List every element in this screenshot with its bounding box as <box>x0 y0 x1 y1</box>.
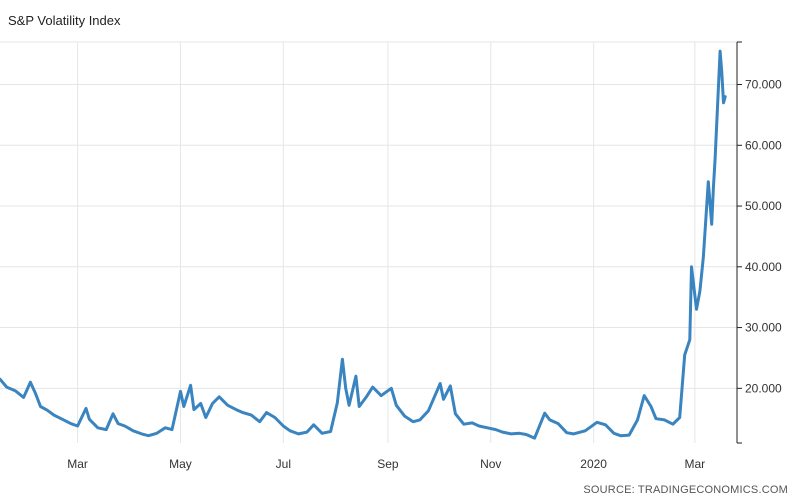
x-tick-label: Mar <box>685 457 706 471</box>
y-tick-label: 50.000 <box>745 199 782 213</box>
chart-title: S&P Volatility Index <box>8 13 121 28</box>
x-tick-label: 2020 <box>580 457 607 471</box>
x-tick-label: May <box>169 457 192 471</box>
grid-layer <box>0 41 737 443</box>
series-layer <box>0 49 727 440</box>
x-tick-label: Mar <box>67 457 88 471</box>
source-credit: SOURCE: TRADINGECONOMICS.COM <box>583 484 788 496</box>
y-tick-label: 60.000 <box>745 138 782 152</box>
y-tick-label: 70.000 <box>745 78 782 92</box>
x-tick-label: Sep <box>377 457 399 471</box>
y-tick-label: 40.000 <box>745 260 782 274</box>
x-tick-label: Nov <box>480 457 501 471</box>
axis-layer: 20.000 30.000 40.000 50.000 60.000 70.000 Mar M… <box>67 41 782 471</box>
series-line <box>0 49 727 440</box>
y-tick-label: 20.000 <box>745 381 782 395</box>
x-tick-label: Jul <box>276 457 291 471</box>
y-tick-label: 30.000 <box>745 321 782 335</box>
